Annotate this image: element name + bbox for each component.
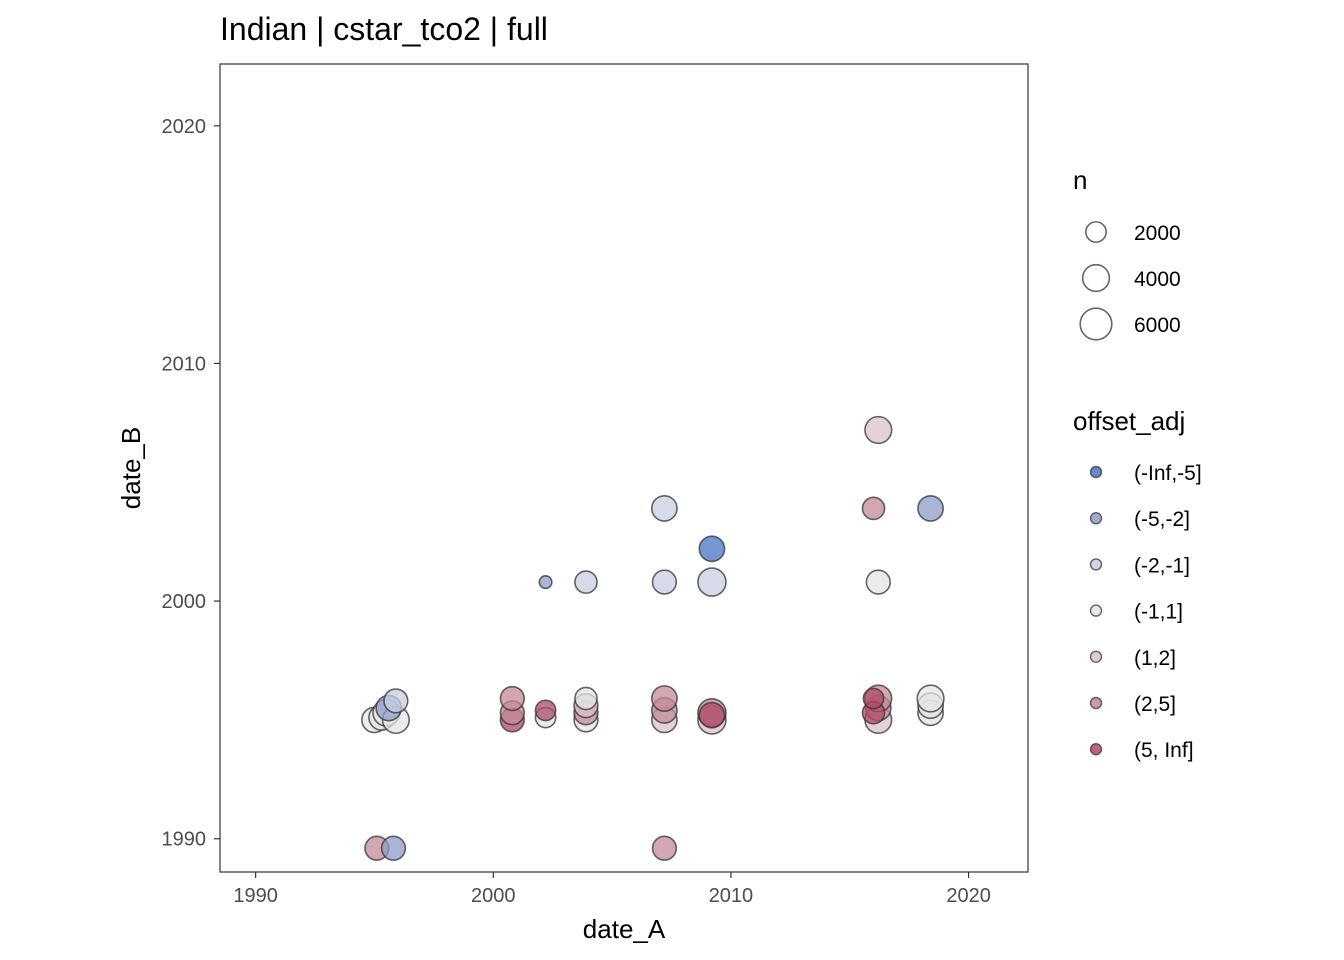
x-tick-label: 2020	[946, 885, 991, 907]
color-legend-label: (1,2]	[1134, 647, 1176, 670]
y-axis-title: date_B	[116, 427, 146, 509]
data-point	[574, 570, 598, 594]
plot-panel	[219, 63, 1029, 873]
y-tick-label: 1990	[162, 829, 207, 851]
color-legend-key	[1089, 743, 1103, 756]
data-point	[698, 535, 726, 563]
color-legend-label: (-1,1]	[1134, 601, 1183, 624]
color-legend-key	[1089, 696, 1103, 710]
data-point	[574, 686, 598, 711]
y-axis: 1990 2000 2010 2020	[162, 116, 220, 851]
x-tick-label: 2000	[471, 885, 516, 907]
color-legend-key	[1089, 465, 1103, 479]
data-point	[862, 687, 885, 710]
data-point	[538, 575, 553, 590]
y-tick-label: 2010	[162, 353, 207, 375]
color-legend-label: (2,5]	[1134, 693, 1176, 716]
size-legend-key	[1085, 221, 1107, 243]
data-point	[650, 685, 678, 712]
data-point	[380, 835, 407, 861]
data-point	[383, 688, 409, 714]
size-legend: n 2000 4000 6000	[1073, 165, 1181, 341]
color-legend-key	[1089, 558, 1103, 571]
color-legend: offset_adj (-Inf,-5] (-5,-2] (-2,-1] (-1,1]…	[1073, 406, 1202, 762]
data-point	[698, 701, 726, 729]
size-legend-label: 6000	[1134, 314, 1181, 337]
data-point	[499, 685, 525, 712]
size-legend-key	[1079, 307, 1113, 341]
x-tick-label: 1990	[233, 885, 278, 907]
color-legend-key	[1089, 604, 1103, 617]
data-point	[534, 699, 557, 722]
y-tick-label: 2000	[162, 591, 207, 613]
data-point	[916, 684, 945, 713]
size-legend-label: 2000	[1134, 222, 1181, 245]
x-axis-title: date_A	[583, 914, 666, 944]
data-point	[650, 494, 678, 522]
data-point	[861, 496, 886, 521]
y-tick-label: 2020	[162, 116, 207, 138]
color-legend-label: (-2,-1]	[1134, 554, 1190, 577]
data-point	[651, 835, 678, 861]
data-point	[697, 567, 727, 597]
size-legend-label: 4000	[1134, 268, 1181, 291]
size-legend-key	[1081, 263, 1111, 293]
data-points	[361, 415, 945, 861]
x-axis: 1990 2000 2010 2020	[233, 872, 991, 907]
size-legend-title: n	[1073, 165, 1087, 195]
chart-title: Indian | cstar_tco2 | full	[220, 11, 548, 47]
x-tick-label: 2010	[709, 885, 754, 907]
color-legend-key	[1089, 512, 1103, 525]
color-legend-title: offset_adj	[1073, 406, 1185, 436]
color-legend-label: (-5,-2]	[1134, 508, 1190, 531]
data-point	[864, 415, 893, 445]
color-legend-key	[1089, 650, 1103, 663]
data-point	[865, 569, 891, 595]
color-legend-label: (5, Inf]	[1134, 739, 1194, 762]
color-legend-label: (-Inf,-5]	[1134, 462, 1202, 485]
data-point	[917, 494, 944, 522]
data-point	[651, 569, 678, 595]
